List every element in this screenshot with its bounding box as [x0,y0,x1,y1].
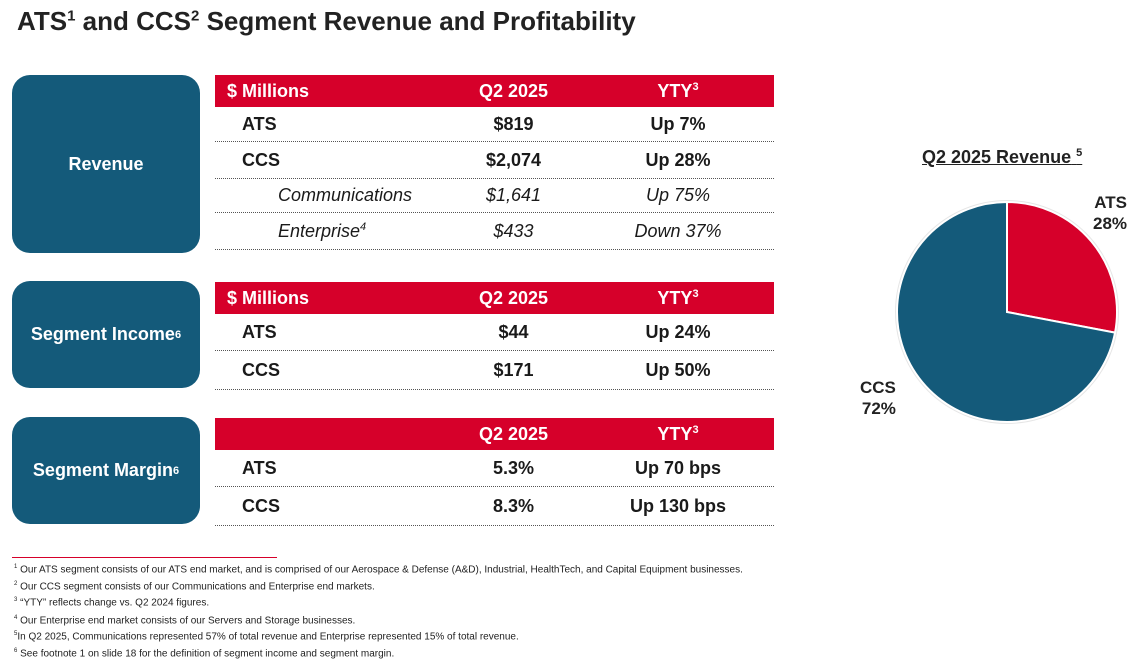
header-yty: YTY3 [657,80,699,101]
header-units: $ Millions [227,80,310,101]
table-row: CCS $2,074 Up 28% [215,142,774,179]
table-row: ATS $44 Up 24% [215,314,774,351]
table-row: ATS $819 Up 7% [215,107,774,142]
footnote: 5In Q2 2025, Communications represented … [14,631,519,643]
table-header: Q2 2025 YTY3 [215,418,774,450]
header-yty: YTY3 [657,423,699,444]
segment-income-label: Segment Income 6 [12,281,200,388]
footnote: 4 Our Enterprise end market consists of … [14,615,356,627]
revenue-label: Revenue [12,75,200,253]
footnote: 2 Our CCS segment consists of our Commun… [14,581,375,593]
revenue-table: $ Millions Q2 2025 YTY3 ATS $819 Up 7% C… [215,75,774,250]
header-units: $ Millions [227,287,310,308]
table-row: Communications $1,641 Up 75% [215,179,774,213]
footnote: 6 See footnote 1 on slide 18 for the def… [14,648,395,660]
table-header: $ Millions Q2 2025 YTY3 [215,282,774,314]
pie-title: Q2 2025 Revenue 5 [922,147,1083,167]
page-title: ATS1 and CCS2 Segment Revenue and Profit… [17,6,636,36]
segment-margin-label: Segment Margin 6 [12,417,200,524]
footnote-divider [12,557,277,558]
segment-income-table: $ Millions Q2 2025 YTY3 ATS $44 Up 24% C… [215,282,774,390]
table-row: CCS $171 Up 50% [215,351,774,390]
header-yty: YTY3 [657,287,699,308]
footnote: 3 “YTY” reflects change vs. Q2 2024 figu… [14,597,210,609]
header-period: Q2 2025 [478,287,549,308]
header-period: Q2 2025 [478,423,549,444]
table-row: CCS 8.3% Up 130 bps [215,487,774,526]
revenue-pie-chart [895,200,1119,424]
pie-slice-ats [1006,200,1118,334]
table-row: ATS 5.3% Up 70 bps [215,450,774,487]
pie-label-ats: ATS 28% [1093,193,1128,233]
pie-label-ccs: CCS 72% [860,378,896,418]
footnote: 1 Our ATS segment consists of our ATS en… [14,564,743,576]
header-period: Q2 2025 [478,80,549,101]
table-header: $ Millions Q2 2025 YTY3 [215,75,774,107]
segment-margin-table: Q2 2025 YTY3 ATS 5.3% Up 70 bps CCS 8.3%… [215,418,774,526]
table-row: Enterprise4 $433 Down 37% [215,213,774,250]
pie-slice-ccs [896,200,1117,423]
